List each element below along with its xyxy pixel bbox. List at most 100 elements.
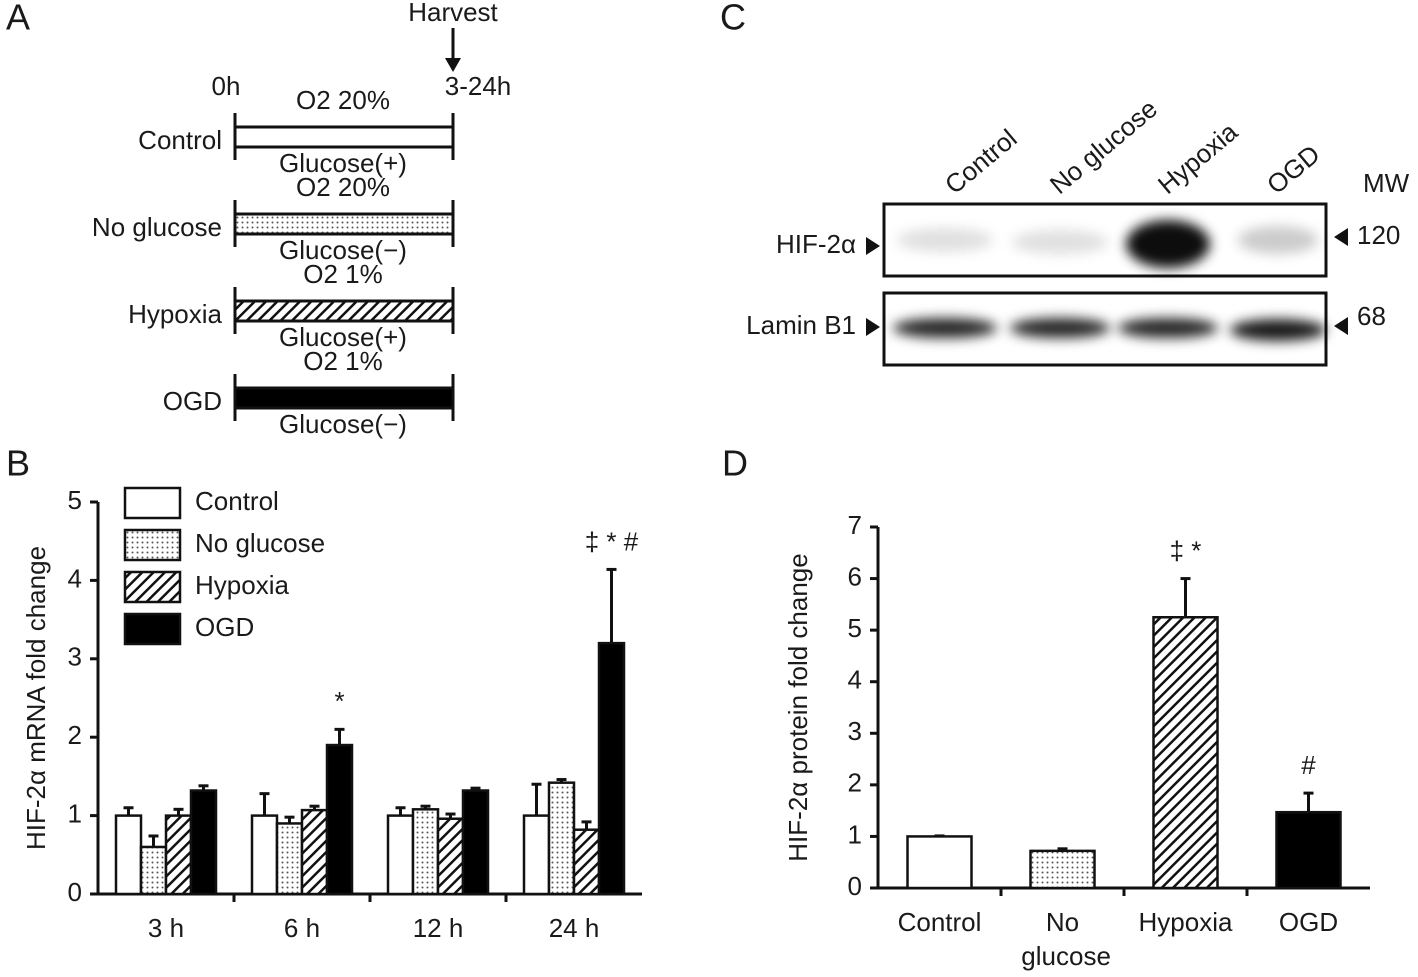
annotation: # [1301,750,1316,780]
panel-label: C [720,0,746,38]
band [1238,226,1318,254]
band [893,318,997,338]
bar [114,814,143,896]
bar [1029,849,1096,890]
bar [411,808,440,896]
band [1010,318,1110,338]
y-tick-label: 2 [848,768,862,798]
x-tick-label: Control [898,907,982,937]
y-tick-label: 4 [68,563,82,593]
condition-label: OGD [163,386,222,416]
panel-label: B [6,443,30,484]
bar [1152,616,1219,890]
mw-label: 68 [1357,301,1386,331]
bar [436,817,465,896]
legend-label: OGD [195,612,254,642]
lane-label: OGD [1261,139,1326,200]
legend-swatch [123,570,182,604]
y-axis-label: HIF-2α mRNA fold change [21,546,51,850]
legend-swatch [123,486,182,520]
condition-bar [233,299,455,323]
bar [189,789,218,896]
arrow-head [445,58,461,72]
bar [386,814,415,896]
lane-label: Hypoxia [1152,116,1244,200]
legend-label: Hypoxia [195,570,289,600]
condition-label: No glucose [92,212,222,242]
marker [1334,317,1348,335]
marker [866,237,880,255]
y-tick-label: 0 [68,877,82,907]
bar [325,743,354,896]
y-tick-label: 3 [848,716,862,746]
y-tick-label: 1 [68,798,82,828]
condition-label: Hypoxia [128,299,222,329]
y-tick-label: 7 [848,510,862,540]
y-tick-label: 3 [68,642,82,672]
condition-bar [233,386,455,410]
bands [893,220,1326,341]
y-tick-label: 5 [68,485,82,515]
glucose-label: Glucose(+) [279,148,407,178]
panel-label: A [6,0,30,38]
legend-swatch [123,528,182,562]
panel-label: D [722,443,748,484]
y-tick-label: 4 [848,665,862,695]
blot: MW [866,168,1410,367]
y-tick-label: 0 [848,871,862,901]
legend-swatch [123,612,182,646]
bar [275,822,304,896]
condition-bar [233,125,455,149]
x-tick-label: No glucose [1014,907,1111,971]
band [1118,318,1218,338]
bar [250,814,279,896]
glucose-label: Glucose(−) [279,409,407,439]
glucose-label: Glucose(+) [279,322,407,352]
y-tick-label: 5 [848,613,862,643]
bar [139,845,168,896]
y-tick-label: 6 [848,561,862,591]
y-tick-label: 2 [68,720,82,750]
annotation: * [334,686,344,716]
x-tick-label: 6 h [284,913,320,943]
lane-label: No glucose [1044,93,1163,200]
y-axis-label: HIF-2α protein fold change [783,553,813,861]
mw-header: MW [1363,168,1410,198]
oxygen-label: O2 20% [296,85,390,115]
legend-label: No glucose [195,528,325,558]
band [1012,230,1108,254]
bar [461,789,490,896]
harvest-label: Harvest [408,0,498,27]
x-tick-label: 24 h [549,913,600,943]
mw-label: 120 [1357,220,1400,250]
row-label: Lamin B1 [746,310,856,340]
legend-label: Control [195,486,279,516]
bar [597,641,626,896]
marker [866,318,880,336]
oxygen-label: O2 1% [303,259,383,289]
band [1230,319,1326,341]
x-tick-label: Hypoxia [1139,907,1233,937]
bar [164,814,193,896]
bar [300,808,329,896]
annotation: ‡ * [1170,535,1202,565]
oxygen-label: O2 20% [296,172,390,202]
glucose-label: Glucose(−) [279,235,407,265]
bar [906,835,973,890]
annotation: ‡ * # [585,526,639,556]
oxygen-label: O2 1% [303,346,383,376]
y-tick-label: 1 [848,819,862,849]
bar [572,828,601,896]
condition-bar [233,212,455,236]
start-label: 0h [212,71,241,101]
lane-label: Control [939,123,1022,200]
condition-label: Control [138,125,222,155]
marker [1334,228,1348,246]
x-tick-label: 12 h [413,913,464,943]
bar [547,781,576,896]
band [1126,220,1210,268]
bar [1275,810,1342,890]
band [897,228,993,252]
x-tick-label: OGD [1279,907,1338,937]
